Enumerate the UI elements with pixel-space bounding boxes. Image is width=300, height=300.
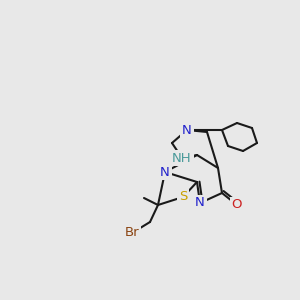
Text: O: O [232, 199, 242, 212]
Text: N: N [160, 166, 170, 178]
Text: N: N [182, 124, 192, 136]
Text: Br: Br [125, 226, 139, 239]
Text: S: S [179, 190, 187, 203]
Text: N: N [195, 196, 205, 209]
Text: NH: NH [172, 152, 192, 164]
